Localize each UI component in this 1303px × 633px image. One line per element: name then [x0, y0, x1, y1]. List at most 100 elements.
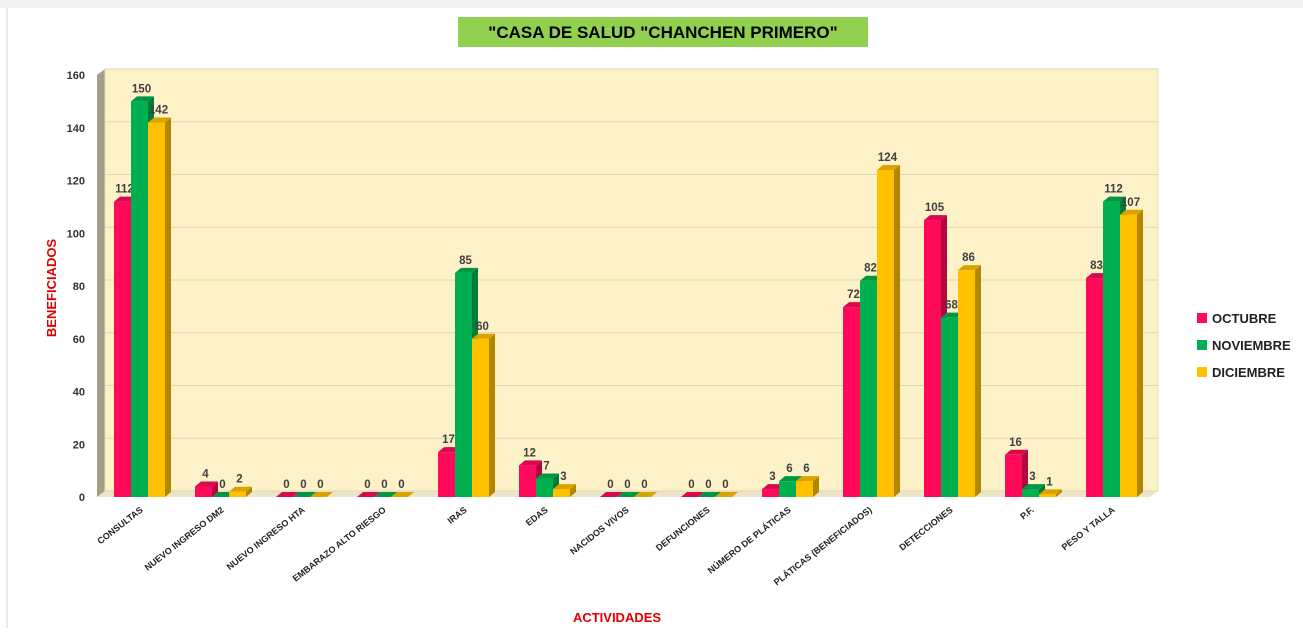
data-label: 0 — [381, 479, 387, 491]
bar — [114, 201, 131, 497]
y-tick-label: 160 — [67, 70, 85, 82]
side-wall — [97, 69, 105, 497]
data-label: 68 — [945, 300, 958, 312]
bar — [1022, 489, 1039, 497]
bar — [195, 486, 212, 497]
bar-top — [634, 492, 657, 497]
chart-title: "CASA DE SALUD "CHANCHEN PRIMERO" — [488, 23, 837, 42]
data-label: 112 — [1104, 184, 1123, 196]
y-tick-label: 80 — [73, 281, 85, 293]
bar — [843, 307, 860, 497]
bar-side — [1137, 209, 1143, 497]
x-tick-label: DETECCIONES — [897, 505, 954, 553]
legend-label: OCTUBRE — [1212, 311, 1277, 326]
legend-swatch — [1197, 313, 1207, 323]
bar-side — [975, 265, 981, 497]
bar-side — [1056, 489, 1062, 497]
x-tick-label: IRAS — [446, 505, 469, 526]
bar-top — [1039, 489, 1062, 495]
x-tick-label: NUEVO INGRESO DM2 — [143, 505, 226, 573]
x-tick-label: NACIDOS VIVOS — [568, 505, 631, 557]
bar-top — [1022, 484, 1045, 490]
data-label: 105 — [925, 202, 945, 214]
bar — [1005, 454, 1022, 497]
bar-top — [600, 492, 623, 497]
data-label: 150 — [132, 83, 151, 95]
bar — [229, 491, 246, 497]
bar — [1120, 214, 1137, 497]
bar — [924, 220, 941, 497]
bar — [958, 270, 975, 497]
data-label: 0 — [300, 479, 306, 491]
data-label: 0 — [398, 479, 404, 491]
data-label: 3 — [769, 471, 775, 483]
bar — [553, 489, 570, 497]
y-tick-label: 100 — [67, 228, 85, 240]
data-label: 0 — [364, 479, 370, 491]
bar-top — [455, 267, 478, 273]
bar-top — [958, 265, 981, 271]
bar-top — [374, 492, 397, 497]
legend-label: NOVIEMBRE — [1212, 338, 1291, 353]
data-label: 0 — [624, 479, 630, 491]
bar — [148, 122, 165, 497]
bar-top — [391, 492, 414, 497]
title-box — [458, 17, 868, 47]
data-label: 85 — [459, 255, 472, 267]
x-tick-label: EDAS — [524, 505, 550, 528]
bar — [860, 280, 877, 497]
y-tick-label: 20 — [73, 439, 85, 451]
data-label: 0 — [283, 479, 289, 491]
bar-side — [165, 117, 171, 497]
bar-side — [570, 484, 576, 497]
data-label: 60 — [476, 321, 489, 333]
bar-top — [519, 460, 542, 466]
bar — [131, 101, 148, 497]
bar-side — [894, 164, 900, 497]
y-tick-label: 40 — [73, 387, 85, 399]
x-tick-label: DEFUNCIONES — [654, 505, 712, 553]
bar — [941, 317, 958, 497]
data-label: 0 — [317, 479, 323, 491]
legend-swatch — [1197, 367, 1207, 377]
bar — [536, 478, 553, 497]
bar-top — [357, 492, 380, 497]
bar-top — [536, 473, 559, 479]
bar-top — [617, 492, 640, 497]
data-label: 86 — [962, 252, 975, 264]
bar — [796, 481, 813, 497]
data-label: 3 — [560, 471, 566, 483]
sheet-header — [0, 0, 1303, 8]
x-tick-label: EMBARAZO ALTO RIESGO — [291, 505, 388, 584]
bar — [877, 169, 894, 497]
data-label: 4 — [202, 468, 209, 480]
bar — [438, 452, 455, 497]
bar — [455, 272, 472, 497]
bar-top — [195, 481, 218, 487]
bar-top — [1005, 449, 1028, 455]
y-tick-label: 60 — [73, 334, 85, 346]
data-label: 7 — [543, 461, 549, 473]
bar-top — [148, 117, 171, 123]
bar-top — [779, 476, 802, 482]
data-label: 6 — [786, 463, 792, 475]
data-label: 112 — [115, 184, 134, 196]
bar — [1039, 494, 1056, 497]
x-tick-label: PESO Y TALLA — [1060, 504, 1117, 552]
data-label: 2 — [236, 474, 242, 486]
y-axis-title: BENEFICIADOS — [44, 239, 59, 338]
data-label: 83 — [1090, 260, 1103, 272]
x-tick-label: NUEVO INGRESO HTA — [225, 504, 307, 572]
data-label: 72 — [847, 289, 860, 301]
data-label: 107 — [1121, 197, 1140, 209]
legend-label: DICIEMBRE — [1212, 365, 1285, 380]
bar-side — [246, 486, 252, 497]
bar — [1103, 201, 1120, 497]
x-axis-title: ACTIVIDADES — [573, 610, 661, 625]
data-label: 0 — [607, 479, 613, 491]
bar-top — [310, 492, 333, 497]
data-label: 142 — [149, 104, 168, 116]
data-label: 3 — [1029, 471, 1035, 483]
bar-side — [212, 481, 218, 497]
bar — [762, 489, 779, 497]
